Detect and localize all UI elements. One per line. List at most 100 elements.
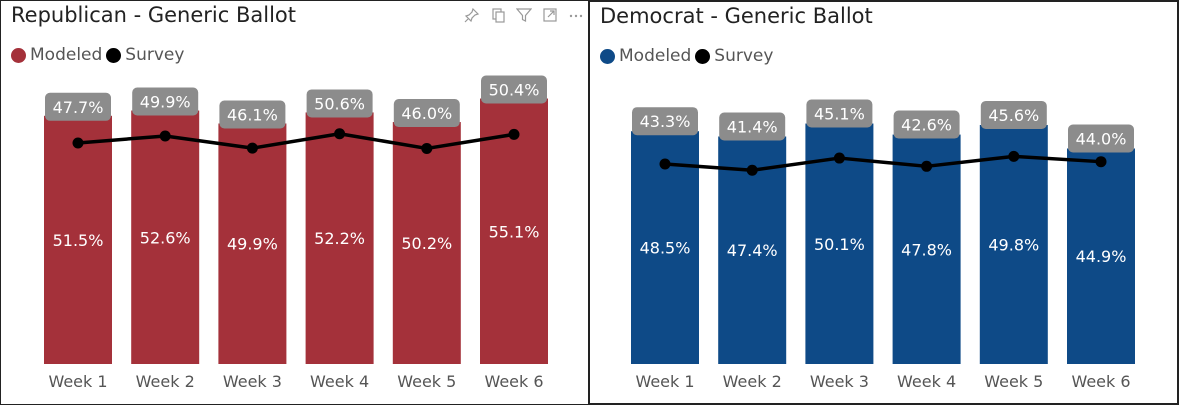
x-tick-label: Week 6 [1071, 372, 1130, 391]
line-data-label-bg [632, 107, 698, 136]
survey-point [1008, 150, 1020, 162]
legend-item-modeled[interactable]: Modeled [11, 45, 102, 65]
x-tick-label: Week 5 [397, 372, 456, 391]
focus-mode-icon[interactable] [542, 7, 558, 23]
line-data-label-bg [306, 89, 373, 118]
legend: Modeled Survey [600, 46, 777, 66]
legend: Modeled Survey [11, 45, 188, 65]
copy-icon[interactable] [490, 7, 506, 23]
legend-item-survey[interactable]: Survey [695, 46, 773, 66]
legend-item-modeled[interactable]: Modeled [600, 46, 691, 66]
bar [44, 115, 112, 364]
survey-line [664, 154, 1102, 173]
bar-data-label: 52.6% [140, 228, 191, 247]
line-data-label-bg [980, 100, 1047, 129]
x-tick-label: Week 6 [484, 372, 543, 391]
survey-point [1095, 156, 1107, 168]
republican-visual[interactable]: Republican - Generic Ballot Modeled Surv… [0, 0, 590, 405]
line-data-label: 47.7% [53, 98, 104, 117]
line-data-label: 45.6% [988, 106, 1039, 125]
line-data-label: 44.0% [1076, 129, 1127, 148]
bar-data-label: 51.5% [53, 231, 104, 250]
line-data-label: 50.6% [314, 94, 365, 113]
x-tick-label: Week 2 [723, 372, 782, 391]
bar-data-label: 50.1% [814, 235, 865, 254]
x-tick-label: Week 1 [635, 372, 694, 391]
line-data-label-bg [893, 110, 960, 139]
legend-label-modeled: Modeled [30, 45, 103, 65]
chart-republican: 51.5% Week 1 52.6% Week 2 49.9% Week 3 52.2% We… [44, 75, 548, 391]
survey-point [833, 152, 845, 164]
legend-label-modeled: Modeled [619, 46, 692, 66]
line-data-label-bg [1068, 124, 1134, 153]
line-data-label: 50.4% [489, 81, 540, 100]
bar [1067, 148, 1135, 364]
x-tick-label: Week 3 [223, 372, 282, 391]
legend-dot-survey [106, 47, 122, 63]
bar-data-label: 49.8% [988, 235, 1039, 254]
bar [218, 123, 287, 364]
legend-dot-modeled [11, 47, 26, 63]
bar [392, 122, 461, 364]
x-tick-label: Week 4 [310, 372, 369, 391]
chart-democrat: 48.5% Week 1 47.4% Week 2 50.1% Week 3 47.8% We… [631, 99, 1135, 391]
bar [805, 123, 874, 365]
line-data-label-bg [806, 99, 873, 128]
bar-data-label: 44.9% [1076, 247, 1127, 266]
x-tick-label: Week 4 [897, 372, 956, 391]
bar-data-label: 47.8% [901, 240, 952, 259]
visual-header-toolbar [464, 7, 584, 23]
line-data-label-bg [45, 92, 111, 121]
survey-point [72, 137, 84, 149]
line-data-label-bg [719, 112, 786, 141]
line-data-label: 41.4% [727, 117, 778, 136]
line-data-label: 46.1% [227, 105, 278, 124]
bar [305, 112, 374, 364]
bar [631, 131, 699, 364]
line-data-label: 42.6% [901, 116, 952, 135]
legend-dot-modeled [600, 48, 615, 64]
line-data-label-bg [481, 75, 547, 104]
bar-data-label: 49.9% [227, 235, 278, 254]
bar [480, 98, 548, 365]
survey-point [421, 142, 433, 154]
line-data-label-bg [219, 100, 286, 129]
x-tick-label: Week 5 [984, 372, 1043, 391]
line-data-label: 43.3% [640, 112, 691, 131]
survey-line [77, 131, 515, 151]
x-tick-label: Week 3 [810, 372, 869, 391]
bar-data-label: 47.4% [727, 241, 778, 260]
survey-point [746, 164, 758, 176]
bar [892, 134, 961, 364]
legend-label-survey: Survey [125, 45, 185, 65]
survey-point [334, 128, 346, 140]
chart-title: Republican - Generic Ballot [11, 3, 296, 27]
survey-point [921, 160, 933, 172]
pin-icon[interactable] [464, 7, 480, 23]
line-data-label: 49.9% [140, 93, 191, 112]
survey-point [159, 130, 171, 142]
survey-point [659, 158, 671, 170]
line-data-label-bg [393, 99, 460, 128]
survey-point [508, 128, 520, 140]
bar-data-label: 48.5% [640, 239, 691, 258]
chart-title: Democrat - Generic Ballot [600, 4, 873, 28]
filter-icon[interactable] [516, 7, 532, 23]
bar-data-label: 55.1% [489, 222, 540, 241]
more-options-icon[interactable] [568, 7, 584, 23]
survey-point [246, 142, 258, 154]
bar [979, 124, 1048, 365]
legend-item-survey[interactable]: Survey [106, 45, 184, 65]
x-tick-label: Week 2 [136, 372, 195, 391]
x-tick-label: Week 1 [48, 372, 107, 391]
bar [131, 110, 200, 365]
democrat-visual[interactable]: Democrat - Generic Ballot Modeled Survey [588, 0, 1179, 405]
legend-dot-survey [695, 48, 711, 64]
bar-data-label: 52.2% [314, 229, 365, 248]
line-data-label: 46.0% [401, 104, 452, 123]
line-data-label-bg [132, 87, 199, 116]
bar-data-label: 50.2% [401, 234, 452, 253]
line-data-label: 45.1% [814, 105, 865, 124]
